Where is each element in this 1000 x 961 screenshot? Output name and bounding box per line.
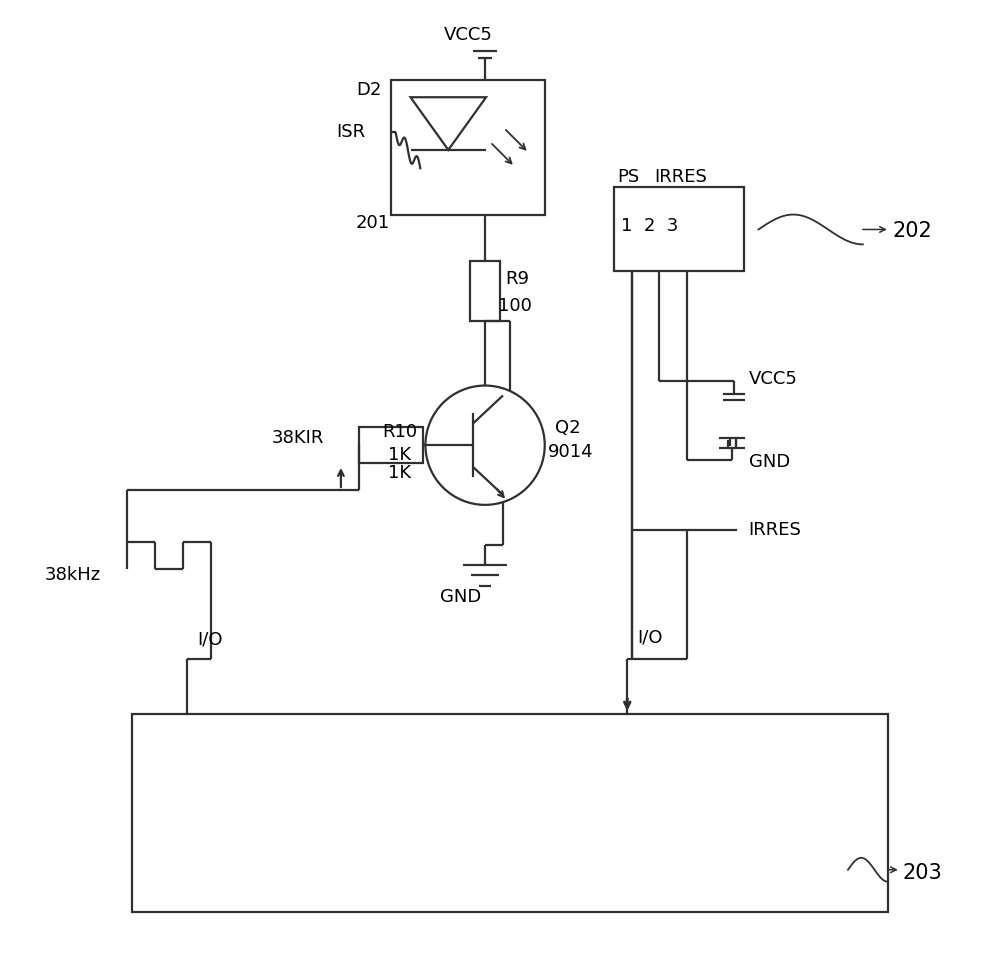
Text: 202: 202	[893, 221, 932, 241]
Text: 201: 201	[356, 214, 390, 233]
Bar	[391, 81, 545, 214]
Text: PS: PS	[617, 168, 640, 185]
Text: ISR: ISR	[336, 123, 365, 141]
Text: 9014: 9014	[548, 443, 593, 461]
Text: 1K: 1K	[388, 464, 411, 482]
Text: 1  2  3: 1 2 3	[621, 217, 679, 235]
Text: 38kHz: 38kHz	[45, 566, 101, 584]
Text: 1K: 1K	[388, 446, 411, 464]
Text: Q2: Q2	[555, 419, 580, 437]
Text: IRRES: IRRES	[654, 168, 707, 185]
Bar	[614, 186, 744, 271]
Text: VCC5: VCC5	[444, 26, 493, 43]
Text: 100: 100	[498, 297, 532, 315]
Text: I/O: I/O	[637, 628, 663, 646]
Text: D2: D2	[356, 82, 381, 99]
Text: GND: GND	[749, 453, 790, 471]
Text: R10: R10	[383, 423, 418, 441]
Text: VCC5: VCC5	[749, 370, 797, 387]
Bar	[132, 714, 888, 913]
Bar	[470, 261, 500, 321]
Text: 38KIR: 38KIR	[271, 430, 324, 447]
Text: GND: GND	[440, 588, 481, 606]
Text: R9: R9	[505, 270, 529, 288]
Text: I/O: I/O	[197, 630, 222, 648]
Bar	[359, 428, 423, 463]
Text: IRRES: IRRES	[749, 521, 801, 539]
Text: 203: 203	[903, 863, 942, 883]
